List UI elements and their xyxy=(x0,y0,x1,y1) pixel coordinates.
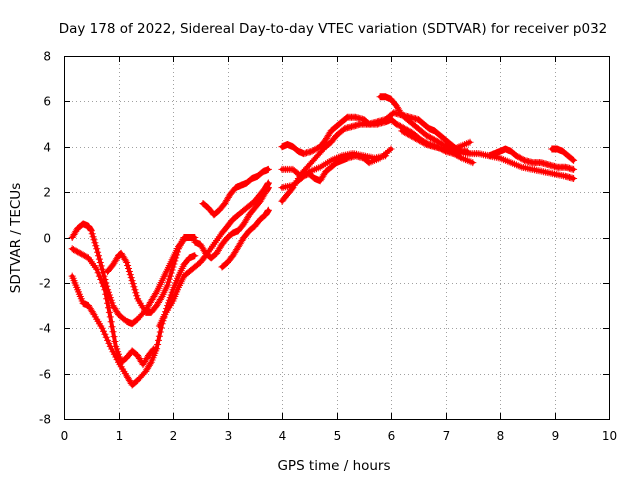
series-arc-7 xyxy=(199,165,272,219)
x-tick-label: 10 xyxy=(602,429,617,443)
series-markers xyxy=(199,165,272,219)
series-markers xyxy=(68,245,158,369)
series-arc-3 xyxy=(68,245,158,369)
x-tick-label: 4 xyxy=(279,429,287,443)
series-arc-5 xyxy=(155,179,272,330)
y-tick-label: -2 xyxy=(39,277,51,291)
x-tick-label: 7 xyxy=(443,429,451,443)
series-markers xyxy=(104,234,199,316)
x-tick-label: 8 xyxy=(497,429,505,443)
y-tick-label: 8 xyxy=(43,50,51,64)
series-arc-1 xyxy=(68,252,199,389)
y-tick-label: -4 xyxy=(39,322,51,336)
series-arc-15 xyxy=(452,147,578,182)
y-axis-label: SDTVAR / TECUs xyxy=(8,183,24,293)
x-tick-label: 5 xyxy=(334,429,342,443)
series-markers xyxy=(548,145,578,164)
y-tick-label: -8 xyxy=(39,413,51,427)
x-tick-label: 6 xyxy=(388,429,396,443)
y-tick-label: 2 xyxy=(43,186,51,200)
x-tick-label: 9 xyxy=(552,429,560,443)
series-markers xyxy=(218,206,272,271)
series-markers xyxy=(155,179,272,330)
series-markers xyxy=(278,150,390,192)
x-tick-label: 0 xyxy=(61,429,69,443)
series-markers xyxy=(68,220,188,328)
x-tick-label: 1 xyxy=(116,429,124,443)
axis-ticks: 0 1 2 3 4 5 6 7 8 9 10 -8 -6 -4 -2 0 2 4 6 8 xyxy=(39,50,617,444)
series-markers xyxy=(452,147,578,182)
series-markers xyxy=(278,109,460,158)
y-tick-label: -6 xyxy=(39,368,51,382)
chart-title: Day 178 of 2022, Sidereal Day-to-day VTE… xyxy=(59,21,608,37)
series-markers xyxy=(398,127,474,155)
series-markers xyxy=(68,252,199,389)
series-markers xyxy=(191,184,272,262)
series-arc-2 xyxy=(68,220,188,328)
series-arc-4 xyxy=(104,234,199,316)
series-arc-8 xyxy=(218,206,272,271)
x-tick-label: 2 xyxy=(170,429,178,443)
series-arc-16 xyxy=(485,145,578,173)
series-markers xyxy=(485,145,578,173)
x-axis-label: GPS time / hours xyxy=(277,458,390,474)
series-arc-17 xyxy=(548,145,578,164)
series-arc-9 xyxy=(278,109,460,158)
x-tick-label: 3 xyxy=(225,429,233,443)
data-series xyxy=(68,93,578,389)
y-tick-label: 4 xyxy=(43,141,51,155)
grid xyxy=(64,56,609,419)
y-tick-label: 6 xyxy=(43,95,51,109)
series-arc-6 xyxy=(191,184,272,262)
y-tick-label: 0 xyxy=(43,232,51,246)
series-arc-12 xyxy=(278,150,390,192)
